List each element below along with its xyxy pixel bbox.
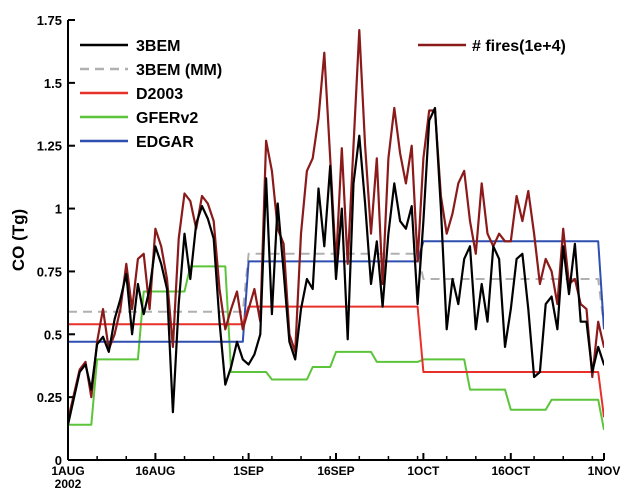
- x-tick-label: 16AUG: [135, 464, 175, 478]
- series-line-fires-1e-4: [68, 29, 604, 421]
- legend-label-gferv2: GFERv2: [136, 110, 198, 127]
- y-tick-label: 0.75: [37, 264, 62, 279]
- y-tick-label: 1.75: [37, 13, 62, 28]
- legend-label-3bem-mm: 3BEM (MM): [136, 62, 222, 79]
- y-axis-title: CO (Tg): [9, 209, 28, 271]
- legend-label-fires: # fires(1e+4): [472, 38, 566, 55]
- series-line-3bem: [68, 106, 604, 426]
- x-tick-label: 1AUG: [51, 464, 84, 478]
- x-tick-label: 16SEP: [317, 464, 354, 478]
- x-tick-label: 1SEP: [233, 464, 264, 478]
- legend-label-edgar: EDGAR: [136, 134, 194, 151]
- x-tick-label: 1NOV: [588, 464, 621, 478]
- plot-area: [68, 20, 604, 460]
- legend-layer: 3BEM 3BEM (MM) D2003 GFERv2 EDGAR # fires(1e+…: [80, 38, 566, 151]
- legend-label-3bem: 3BEM: [136, 38, 180, 55]
- x-tick-label: 16OCT: [491, 464, 530, 478]
- axes-layer: 0 0.25 0.5 0.75 1 1.25 1.5 1.75 1AUG 16AUG 1SEP 16S…: [37, 13, 621, 491]
- y-tick-label: 1.5: [44, 76, 62, 91]
- y-tick-label: 1: [55, 202, 62, 217]
- y-tick-label: 0.25: [37, 390, 62, 405]
- series-layer: [68, 29, 604, 430]
- series-line-3bem-mm: [68, 252, 604, 327]
- y-tick-label: 1.25: [37, 139, 62, 154]
- y-tick-label: 0: [55, 453, 62, 468]
- series-line-gferv2: [68, 265, 604, 430]
- y-tick-label: 0.5: [44, 327, 62, 342]
- x-tick-label: 1OCT: [407, 464, 440, 478]
- x-year-label: 2002: [55, 477, 82, 491]
- legend-label-d2003: D2003: [136, 86, 183, 103]
